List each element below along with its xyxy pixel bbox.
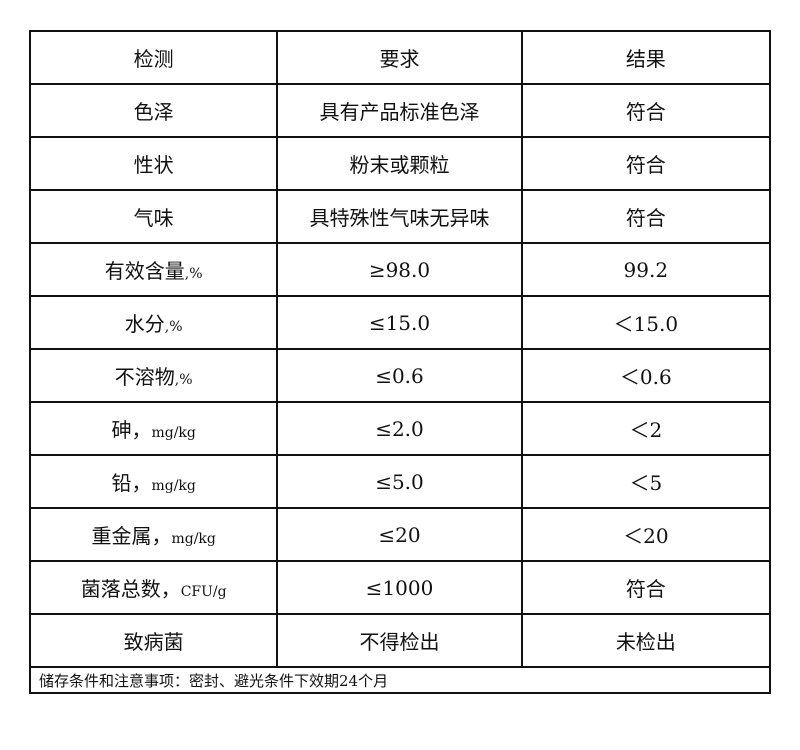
header-result: 结果: [520, 30, 772, 85]
test-item-unit: ,%: [164, 319, 183, 335]
test-item-unit: ,%: [184, 266, 203, 282]
test-results-table: 检测 要求 结果 色泽 具有产品标准色泽 符合 性状 粉末或颗粒 符合 气味 具特殊性气味无异…: [28, 30, 772, 694]
result-cell: 未检出: [520, 613, 772, 668]
result-cell: 符合: [520, 560, 772, 615]
result-cell: ＜5: [520, 454, 772, 509]
test-item-name: 不溶物: [114, 365, 175, 389]
test-item-unit: mg/kg: [151, 478, 196, 494]
requirement-cell: 具特殊性气味无异味: [276, 189, 523, 244]
test-item-name: 水分: [124, 312, 165, 336]
test-item: 砷，mg/kg: [28, 401, 279, 456]
requirement-cell: 粉末或颗粒: [276, 136, 523, 191]
table-row: 不溶物,% ≤0.6 ＜0.6: [28, 348, 772, 403]
result-cell: ＜2: [520, 401, 772, 456]
result-cell: 符合: [520, 189, 772, 244]
table-row: 性状 粉末或颗粒 符合: [28, 136, 772, 191]
requirement-cell: 具有产品标准色泽: [276, 83, 523, 138]
test-item: 色泽: [28, 83, 279, 138]
test-item-name: 砷，: [111, 418, 152, 442]
test-item-name: 致病菌: [123, 630, 184, 654]
requirement-cell: 不得检出: [276, 613, 523, 668]
test-item: 性状: [28, 136, 279, 191]
header-requirement: 要求: [276, 30, 523, 85]
test-item-name: 性状: [133, 153, 174, 177]
table-row: 有效含量,% ≥98.0 99.2: [28, 242, 772, 297]
test-item: 水分,%: [28, 295, 279, 350]
test-item-unit: mg/kg: [171, 531, 216, 547]
test-item-name: 重金属，: [91, 524, 172, 548]
header-test: 检测: [28, 30, 279, 85]
table-row: 色泽 具有产品标准色泽 符合: [28, 83, 772, 138]
test-item-unit: CFU/g: [180, 584, 227, 600]
requirement-cell: ≤20: [276, 507, 523, 562]
test-item: 致病菌: [28, 613, 279, 668]
requirement-cell: ≤15.0: [276, 295, 523, 350]
table-row: 气味 具特殊性气味无异味 符合: [28, 189, 772, 244]
result-cell: ＜15.0: [520, 295, 772, 350]
table-row: 砷，mg/kg ≤2.0 ＜2: [28, 401, 772, 456]
storage-note: 储存条件和注意事项：密封、避光条件下效期24个月: [29, 666, 771, 694]
test-item: 铅，mg/kg: [28, 454, 279, 509]
result-cell: 符合: [520, 136, 772, 191]
header-row: 检测 要求 结果: [28, 30, 772, 85]
test-item: 重金属，mg/kg: [28, 507, 279, 562]
requirement-cell: ≤2.0: [276, 401, 523, 456]
result-cell: 符合: [520, 83, 772, 138]
requirement-cell: ≤5.0: [276, 454, 523, 509]
requirement-cell: ≥98.0: [276, 242, 523, 297]
table-row: 水分,% ≤15.0 ＜15.0: [28, 295, 772, 350]
test-item-unit: mg/kg: [151, 425, 196, 441]
requirement-cell: ≤0.6: [276, 348, 523, 403]
result-cell: 99.2: [520, 242, 772, 297]
test-item-name: 铅，: [111, 471, 152, 495]
note-row: 储存条件和注意事项：密封、避光条件下效期24个月: [29, 666, 771, 694]
test-item: 菌落总数，CFU/g: [28, 560, 279, 615]
test-item-name: 气味: [133, 206, 174, 230]
table-row: 重金属，mg/kg ≤20 ＜20: [28, 507, 772, 562]
test-item-name: 菌落总数，: [80, 577, 181, 601]
result-cell: ＜20: [520, 507, 772, 562]
table-row: 铅，mg/kg ≤5.0 ＜5: [28, 454, 772, 509]
test-item-unit: ,%: [174, 372, 193, 388]
requirement-cell: ≤1000: [276, 560, 523, 615]
table-row: 菌落总数，CFU/g ≤1000 符合: [28, 560, 772, 615]
result-cell: ＜0.6: [520, 348, 772, 403]
test-item: 有效含量,%: [28, 242, 279, 297]
test-item-name: 色泽: [133, 100, 174, 124]
test-item: 气味: [28, 189, 279, 244]
test-item-name: 有效含量: [104, 259, 185, 283]
table-row: 致病菌 不得检出 未检出: [28, 613, 772, 668]
test-item: 不溶物,%: [28, 348, 279, 403]
